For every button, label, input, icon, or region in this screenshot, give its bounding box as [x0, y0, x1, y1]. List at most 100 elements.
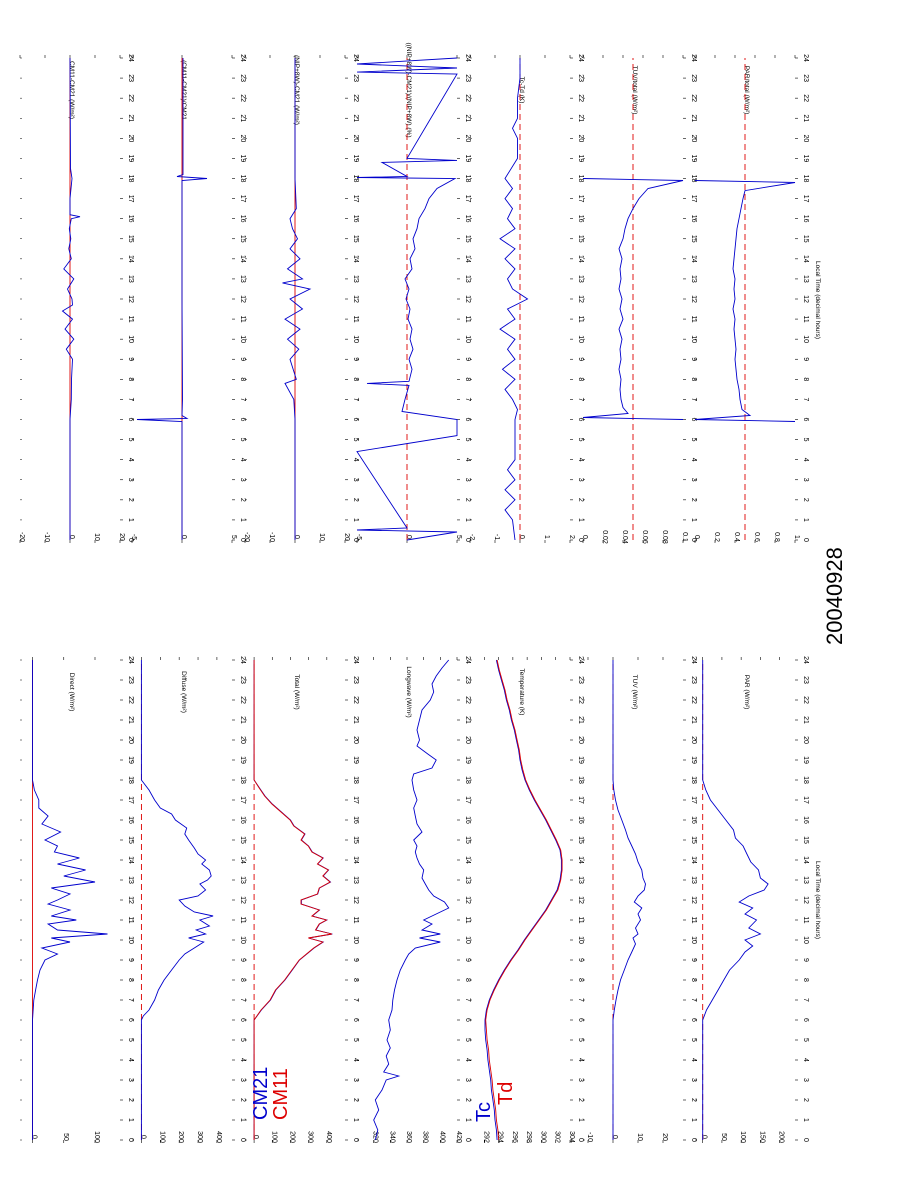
- value-tick-label: 292: [482, 1131, 489, 1143]
- time-tick-label: 16: [464, 215, 471, 223]
- time-tick-label: 18: [239, 776, 246, 784]
- value-tick-label: 400: [325, 1131, 332, 1143]
- time-tick-label: 24: [127, 54, 134, 62]
- time-tick-label: 11: [690, 315, 697, 322]
- time-tick-label: 3: [127, 478, 134, 482]
- value-tick-label: 100: [739, 1131, 746, 1143]
- time-tick-label: 19: [577, 155, 584, 163]
- series-line: [702, 660, 769, 1140]
- time-tick-label: 13: [127, 876, 134, 884]
- time-tick-label: 10: [127, 335, 134, 343]
- time-tick-label: 0: [127, 538, 134, 542]
- time-tick-label: 0: [577, 1138, 584, 1142]
- time-tick-label: 21: [127, 114, 134, 122]
- time-tick-label: 7: [464, 998, 471, 1002]
- time-tick-label: 14: [577, 856, 584, 864]
- time-tick-label: 2: [690, 1098, 697, 1102]
- time-tick-label: 22: [239, 696, 246, 704]
- time-tick-label: 3: [802, 478, 809, 482]
- time-tick-label: 17: [577, 796, 584, 804]
- time-tick-label: 16: [690, 215, 697, 223]
- time-tick-label: 6: [577, 418, 584, 422]
- time-tick-label: 20: [690, 134, 697, 142]
- time-tick-label: 11: [239, 916, 246, 923]
- time-tick-label: 12: [239, 295, 246, 303]
- time-tick-label: 17: [127, 796, 134, 804]
- value-axis-label: Diffuse (W/m²): [180, 671, 187, 713]
- time-tick-label: 18: [127, 175, 134, 183]
- time-tick-label: 8: [464, 377, 471, 381]
- time-tick-label: 10: [352, 936, 359, 944]
- time-tick-label: 11: [127, 315, 134, 322]
- value-tick-label: 300: [307, 1131, 314, 1143]
- time-tick-label: 17: [352, 796, 359, 804]
- time-tick-label: 10: [577, 936, 584, 944]
- time-tick-label: 14: [464, 255, 471, 263]
- value-tick-label: 304: [568, 1131, 575, 1143]
- time-tick-label: 24: [577, 54, 584, 62]
- value-tick-label: 0: [611, 1135, 618, 1139]
- time-tick-label: 18: [464, 175, 471, 183]
- time-tick-label: 6: [577, 1018, 584, 1022]
- time-tick-label: 17: [802, 195, 809, 203]
- time-tick-label: 7: [464, 397, 471, 401]
- value-tick-label: 380: [422, 1131, 429, 1143]
- time-tick-label: 9: [127, 958, 134, 962]
- time-tick-label: 8: [127, 978, 134, 982]
- time-tick-label: 8: [802, 377, 809, 381]
- time-tick-label: 23: [127, 74, 134, 82]
- time-tick-label: 4: [352, 458, 359, 462]
- time-tick-label: 6: [239, 1018, 246, 1022]
- time-tick-label: 19: [802, 155, 809, 163]
- time-tick-label: 4: [802, 1058, 809, 1062]
- left-panel-longwave: 0123456789101112131415161718192021222324…: [357, 656, 471, 1143]
- time-tick-label: 5: [127, 1038, 134, 1042]
- time-tick-label: 4: [690, 1058, 697, 1062]
- time-tick-label: 5: [127, 438, 134, 442]
- time-tick-label: 21: [464, 716, 471, 724]
- time-tick-label: 4: [239, 458, 246, 462]
- time-tick-label: 14: [464, 856, 471, 864]
- value-tick-label: 1: [793, 535, 800, 539]
- time-tick-label: 13: [127, 275, 134, 283]
- time-tick-label: 1: [239, 518, 246, 522]
- time-tick-label: 14: [577, 255, 584, 263]
- time-tick-label: 5: [690, 1038, 697, 1042]
- time-tick-label: 22: [239, 94, 246, 102]
- left-panel-par: 0123456789101112131415161718192021222324…: [695, 656, 809, 1143]
- time-tick-label: 10: [464, 936, 471, 944]
- time-tick-label: 6: [352, 1018, 359, 1022]
- time-tick-label: 7: [239, 397, 246, 401]
- time-tick-label: 9: [352, 357, 359, 361]
- time-tick-label: 24: [239, 54, 246, 62]
- value-tick-label: 302: [554, 1131, 561, 1143]
- time-tick-label: 24: [577, 656, 584, 664]
- time-tick-label: 18: [127, 776, 134, 784]
- time-tick-label: 9: [127, 357, 134, 361]
- time-tick-label: 8: [239, 377, 246, 381]
- time-tick-label: 6: [802, 1018, 809, 1022]
- time-tick-label: 5: [577, 1038, 584, 1042]
- time-tick-label: 2: [802, 498, 809, 502]
- time-tick-label: 2: [577, 498, 584, 502]
- value-tick-label: 0: [693, 535, 700, 539]
- time-tick-label: 2: [352, 498, 359, 502]
- time-tick-label: 6: [464, 418, 471, 422]
- series-line: [61, 57, 81, 540]
- left-panel-total: 0123456789101112131415161718192021222324…: [245, 656, 359, 1143]
- time-tick-label: 12: [802, 295, 809, 303]
- time-tick-label: 15: [239, 235, 246, 243]
- time-tick-label: 12: [464, 295, 471, 303]
- time-tick-label: 5: [352, 1038, 359, 1042]
- time-tick-label: 6: [239, 418, 246, 422]
- time-tick-label: 21: [239, 716, 246, 724]
- right-panel-nip-cm21-ratio: 0123456789101112131415161718192021222324…: [355, 43, 471, 543]
- time-tick-label: 12: [464, 896, 471, 904]
- time-tick-label: 5: [802, 1038, 809, 1042]
- series-line: [32, 660, 108, 1140]
- series-line: [499, 58, 529, 541]
- series-line: [136, 58, 208, 540]
- value-tick-label: 200: [177, 1131, 184, 1143]
- time-tick-label: 12: [802, 896, 809, 904]
- value-tick-label: 2: [568, 535, 575, 539]
